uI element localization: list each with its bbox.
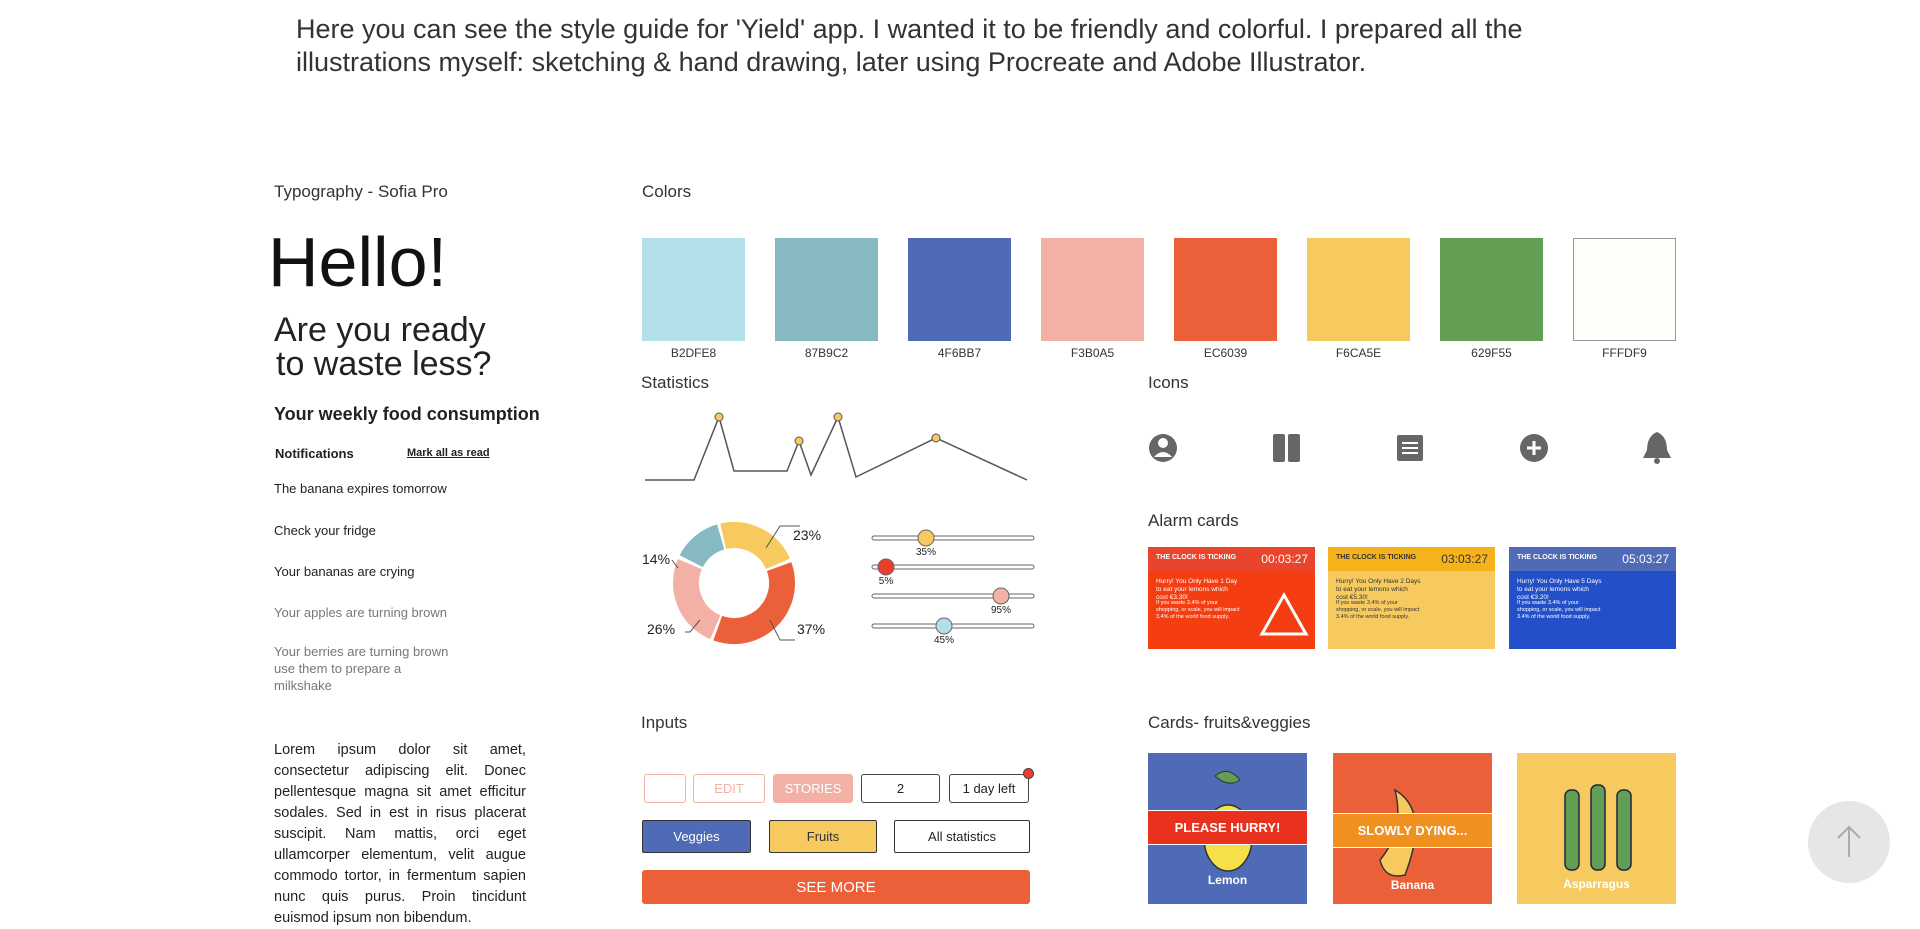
notification: Check your fridge xyxy=(274,523,376,538)
slider-label: 95% xyxy=(990,605,1011,616)
notifications-title: Notifications xyxy=(275,446,354,461)
headline: to waste less? xyxy=(276,345,492,383)
intro-text: illustrations myself: sketching & hand d… xyxy=(296,47,1367,77)
alarm-text: Hurry! You Only Have 1 Day to eat your l… xyxy=(1156,578,1238,601)
tab-button[interactable]: Fruits xyxy=(769,820,877,853)
count-input[interactable]: 2 xyxy=(861,774,940,803)
donut-label: 26% xyxy=(647,621,676,637)
slider-label: 5% xyxy=(878,576,894,587)
share-button[interactable] xyxy=(644,774,686,803)
card-name: Asparragus xyxy=(1563,877,1630,891)
color-swatch xyxy=(642,238,745,341)
section-title: Colors xyxy=(642,182,692,201)
swatch-label: 4F6BB7 xyxy=(937,346,982,360)
color-swatch xyxy=(775,238,878,341)
color-swatch xyxy=(1041,238,1144,341)
alarm-header: THE CLOCK IS TICKING xyxy=(1156,554,1237,561)
color-swatch xyxy=(908,238,1011,341)
swatch-label: B2DFE8 xyxy=(670,346,717,360)
alarm-text: Hurry! You Only Have 5 Days to eat your … xyxy=(1517,578,1602,601)
tab-button[interactable]: All statistics xyxy=(894,820,1030,853)
color-swatch xyxy=(1573,238,1676,341)
card-banner[interactable]: PLEASE HURRY! xyxy=(1148,810,1307,845)
mark-all-read[interactable]: Mark all as read xyxy=(407,447,490,459)
headline: Are you ready xyxy=(274,311,486,349)
alarm-card-header xyxy=(1509,547,1676,571)
alarm-card-header xyxy=(1148,547,1315,571)
slider-label: 35% xyxy=(915,547,936,558)
alarm-note: If you waste 3.4% of your shopping, or s… xyxy=(1517,600,1601,620)
section-title: Icons xyxy=(1148,373,1189,392)
swatch-label: FFFDF9 xyxy=(1602,346,1647,360)
card-banner[interactable]: SLOWLY DYING... xyxy=(1333,813,1492,848)
edit-button[interactable]: EDIT xyxy=(693,774,765,803)
section-title: Statistics xyxy=(641,373,710,392)
swatch-label: F6CA5E xyxy=(1335,346,1382,360)
section-title: Typography - Sofia Pro xyxy=(274,182,448,201)
swatch-label: 87B9C2 xyxy=(804,346,849,360)
color-swatch xyxy=(1307,238,1410,341)
subtitle: Your weekly food consumption xyxy=(274,404,540,424)
notification: Your berries are turning brown xyxy=(274,644,449,659)
alarm-time: 03:03:27 xyxy=(1441,552,1488,566)
alarm-note: If you waste 3.4% of your shopping, or s… xyxy=(1156,600,1240,620)
tab-button[interactable]: Veggies xyxy=(642,820,751,853)
alarm-header: THE CLOCK IS TICKING xyxy=(1336,554,1417,561)
alarm-text: Hurry! You Only Have 2 Days to eat your … xyxy=(1336,578,1421,601)
alarm-header: THE CLOCK IS TICKING xyxy=(1517,554,1598,561)
intro-text: Here you can see the style guide for 'Yi… xyxy=(296,14,1523,44)
display-heading: Hello! xyxy=(268,223,447,301)
swatch-label: 629F55 xyxy=(1471,346,1512,360)
notification: Your apples are turning brown xyxy=(274,605,447,620)
donut-label: 37% xyxy=(797,621,826,637)
section-title: Alarm cards xyxy=(1148,511,1239,530)
alarm-time: 00:03:27 xyxy=(1261,552,1308,566)
notification: Your bananas are crying xyxy=(274,564,415,579)
stories-button[interactable]: STORIES xyxy=(773,774,853,803)
alarm-card-header xyxy=(1328,547,1495,571)
alarm-note: If you waste 3.4% of your shopping, or s… xyxy=(1336,600,1420,620)
section-title: Inputs xyxy=(641,713,688,732)
body-text: Lorem ipsum dolor sit amet, consectetur … xyxy=(274,742,526,926)
section-title: Cards- fruits&veggies xyxy=(1148,713,1311,732)
alarm-time: 05:03:27 xyxy=(1622,552,1669,566)
donut-label: 23% xyxy=(793,527,822,543)
donut-label: 14% xyxy=(642,551,671,567)
notification-dot xyxy=(1023,768,1034,779)
swatch-label: EC6039 xyxy=(1203,346,1248,360)
notification: use them to prepare a xyxy=(274,661,402,676)
card-name: Lemon xyxy=(1207,873,1248,887)
notification: The banana expires tomorrow xyxy=(274,481,447,496)
color-swatch xyxy=(1174,238,1277,341)
deadline-input[interactable]: 1 day left xyxy=(949,774,1029,803)
see-more-button[interactable]: SEE MORE xyxy=(642,870,1030,904)
notification: milkshake xyxy=(274,678,332,693)
color-swatch xyxy=(1440,238,1543,341)
swatch-label: F3B0A5 xyxy=(1070,346,1115,360)
card-name: Banana xyxy=(1390,878,1435,892)
slider-label: 45% xyxy=(933,635,954,646)
